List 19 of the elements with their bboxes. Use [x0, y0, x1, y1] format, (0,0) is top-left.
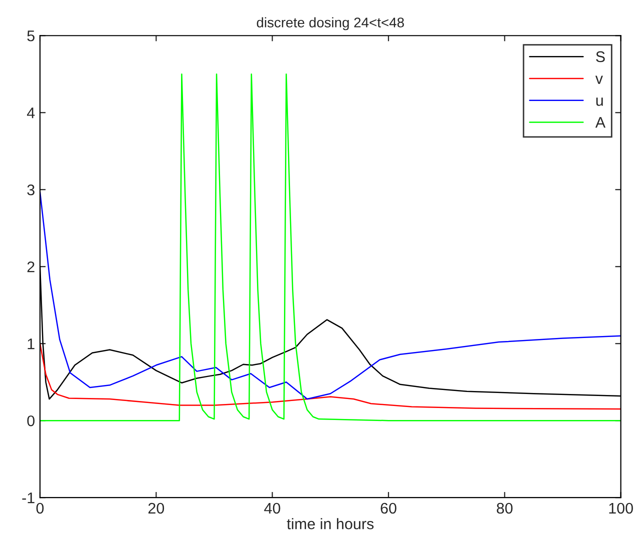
x-tick-label: 20: [148, 502, 164, 514]
y-tick-label: 2: [27, 261, 34, 272]
x-tick-label: 40: [264, 502, 280, 514]
y-tick-label: -1: [22, 492, 34, 504]
legend-label: u: [596, 98, 603, 106]
legend-label: A: [595, 117, 606, 128]
x-tick-label: 80: [496, 502, 513, 514]
y-tick-label: 1: [28, 338, 34, 350]
x-tick-label: 100: [609, 502, 633, 514]
x-tick-label: 0: [36, 502, 44, 514]
chart-title: discrete dosing 24<t<48: [256, 17, 404, 30]
x-tick-label: 60: [380, 502, 396, 514]
legend-label: v: [595, 76, 603, 84]
legend-label: S: [596, 51, 605, 62]
x-axis-title: time in hours: [286, 518, 374, 530]
y-tick-label: 3: [27, 184, 34, 196]
y-tick-label: 0: [27, 415, 35, 426]
y-tick-label: 5: [27, 30, 34, 42]
y-tick-label: 4: [26, 108, 35, 118]
